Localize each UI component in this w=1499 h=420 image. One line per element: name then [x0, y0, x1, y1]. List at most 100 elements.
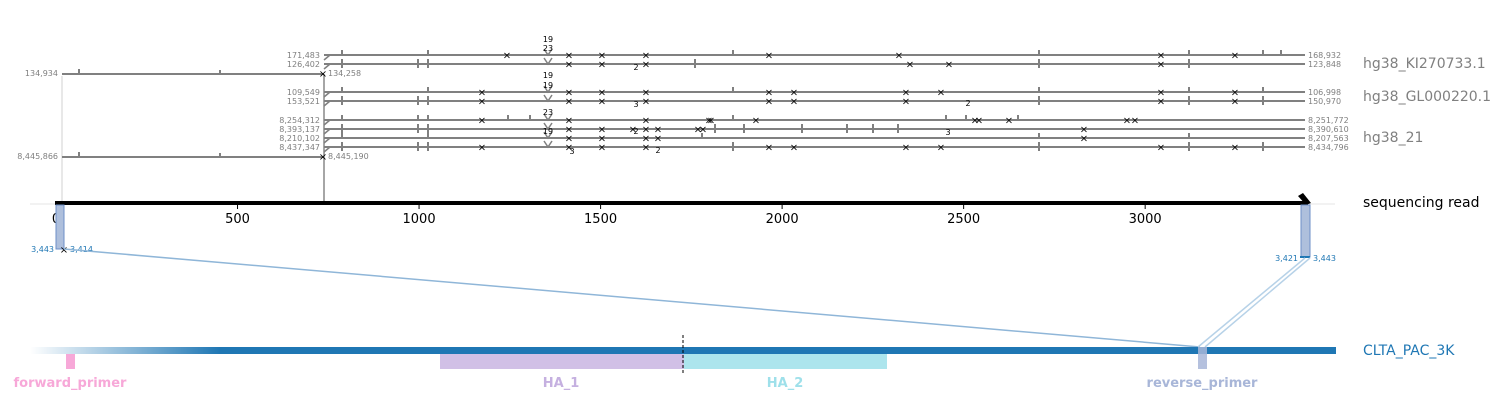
- mismatch-mark: ×: [598, 97, 606, 108]
- mismatch-mark: ×: [1231, 143, 1239, 154]
- alignment-hook: [323, 128, 331, 135]
- read-axis-tick-label: 500: [225, 212, 250, 227]
- insertion-chevron: [543, 48, 553, 57]
- read-axis-tick-label: 3000: [1129, 212, 1162, 227]
- mismatch-mark: ×: [503, 51, 511, 62]
- insertion-length-label: 19: [543, 35, 553, 44]
- insertion-chevron: [543, 131, 553, 140]
- insertion-length-label: 3: [945, 128, 950, 137]
- mismatch-mark: ×: [642, 97, 650, 108]
- ha1-label: HA_1: [543, 376, 580, 391]
- alignment-row: × × × × × × × × × × 8,437,347 8,434,796: [279, 140, 1349, 154]
- alignment-end-coord: 168,932: [1308, 51, 1341, 60]
- mismatch-mark: ×: [705, 116, 713, 127]
- insertion-length-label: 19: [543, 71, 553, 80]
- mismatch-mark: ×: [598, 125, 606, 136]
- amplicon-left-coord-b: 3,414: [70, 245, 93, 254]
- insertion-length-label: 2: [633, 127, 638, 136]
- mismatch-mark: ×: [565, 134, 573, 145]
- mismatch-mark: ×: [654, 125, 662, 136]
- mismatch-mark: ×: [642, 116, 650, 127]
- mismatch-mark: ×: [598, 134, 606, 145]
- forward-primer-block: [66, 354, 75, 369]
- ha2-block: [684, 354, 887, 369]
- mismatch-mark: ×: [790, 97, 798, 108]
- alignment-end-coord: 150,970: [1308, 97, 1341, 106]
- target-label: hg38_KI270733.1: [1363, 56, 1486, 72]
- mismatch-mark: ×: [478, 116, 486, 127]
- alignment-start-coord: 8,254,312: [279, 116, 320, 125]
- mismatch-mark: ×: [629, 125, 637, 136]
- forward-primer-label: forward_primer: [14, 376, 128, 391]
- amplicon-label: CLTA_PAC_3K: [1363, 343, 1455, 359]
- amplicon-right-block: [1300, 204, 1311, 258]
- mismatch-mark: ×: [765, 97, 773, 108]
- insertion-length-label: 19: [543, 127, 553, 136]
- insertion-chevron: [543, 57, 553, 66]
- mismatch-mark: ×: [60, 245, 68, 256]
- insertion-length-label: 3: [633, 100, 638, 109]
- alignment-start-coord: 126,402: [287, 60, 320, 69]
- mismatch-mark: ×: [937, 143, 945, 154]
- insertion-length-label: 2: [965, 99, 970, 108]
- mismatch-mark: ×: [902, 143, 910, 154]
- mismatch-mark: ×: [565, 125, 573, 136]
- left-align-start: 8,445,866: [17, 152, 58, 161]
- mismatch-mark: ×: [1231, 51, 1239, 62]
- alignment-start-coord: 109,549: [287, 88, 320, 97]
- mismatch-mark: ×: [945, 60, 953, 71]
- insertion-length-label: 19: [543, 81, 553, 90]
- mismatch-mark: ×: [765, 51, 773, 62]
- mismatch-mark: ×: [902, 97, 910, 108]
- amplicon-bar: [219, 347, 1336, 354]
- insertion-length-label: 3: [569, 147, 574, 156]
- amplicon-right-coord-b: 3,443: [1313, 254, 1336, 263]
- mismatch-mark: ×: [1157, 143, 1165, 154]
- ha2-label: HA_2: [767, 376, 804, 391]
- mismatch-mark: ×: [642, 60, 650, 71]
- alignment-row: × × × ×× × ×× × × ×8,254,312 8,251,772: [279, 113, 1349, 127]
- ha1-block: [440, 354, 684, 369]
- left-align-end: 134,258: [328, 69, 361, 78]
- mismatch-mark: ×: [598, 60, 606, 71]
- read-axis: 050010001500200025003000: [52, 205, 1162, 227]
- mismatch-mark: ×: [565, 97, 573, 108]
- alignment-hook: [323, 146, 331, 153]
- read-axis-tick-label: 1500: [584, 212, 617, 227]
- mismatch-mark: ×: [707, 116, 715, 127]
- insertion-length-label: 23: [543, 44, 553, 53]
- mismatch-mark: ×: [642, 88, 650, 99]
- insertion-chevron: [543, 94, 553, 103]
- left-align-end: 8,445,190: [328, 152, 369, 161]
- alignment-start-coord: 8,437,347: [279, 143, 320, 152]
- mismatch-mark: ×: [319, 152, 327, 163]
- mismatch-mark: ×: [1157, 97, 1165, 108]
- mismatch-mark: ×: [790, 88, 798, 99]
- main-alignments: × × × × × × × ×171,483 168,932× × × × × ×126,402 123,8…: [279, 35, 1348, 156]
- amplicon-left-coord-a: 3,443: [31, 245, 54, 254]
- insertion-chevron: [543, 122, 553, 131]
- insertion-chevron: [543, 113, 553, 122]
- mismatch-mark: ×: [598, 51, 606, 62]
- insertion-chevron: [543, 140, 553, 149]
- mismatch-mark: ×: [598, 143, 606, 154]
- mismatch-mark: ×: [902, 88, 910, 99]
- mismatch-mark: ×: [478, 88, 486, 99]
- alignment-hook: [323, 119, 331, 126]
- amplicon-right-coord-a: 3,421: [1275, 254, 1298, 263]
- alignment-row: × × × × × × × × × 153,521 150,970: [287, 94, 1341, 108]
- insertion-chevron: [543, 85, 553, 94]
- mismatch-mark: ×: [694, 125, 702, 136]
- target-label: hg38_GL000220.1: [1363, 89, 1491, 105]
- alignment-start-coord: 171,483: [287, 51, 320, 60]
- alignment-hook: [323, 63, 331, 70]
- mismatch-mark: ×: [1080, 134, 1088, 145]
- alignment-hook: [323, 100, 331, 107]
- mismatch-mark: ×: [765, 88, 773, 99]
- mismatch-mark: ×: [565, 143, 573, 154]
- alignment-end-coord: 8,390,610: [1308, 125, 1349, 134]
- mismatch-mark: ×: [1080, 125, 1088, 136]
- alignment-row: × × × × × × × × × × 109,549 106,998: [287, 85, 1341, 99]
- reverse-primer-block: [1198, 347, 1207, 369]
- read-arrowhead: [1298, 193, 1311, 205]
